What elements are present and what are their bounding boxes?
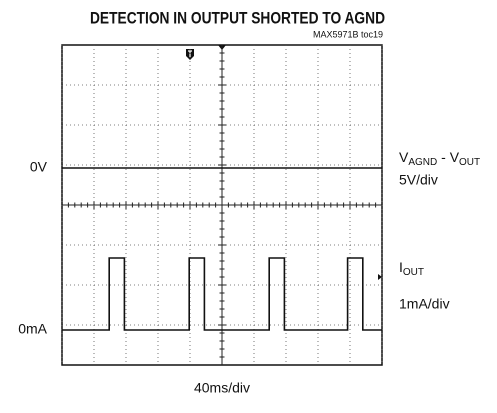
series-label-part: OUT — [459, 157, 480, 168]
series-scale: 5V/div — [399, 172, 438, 188]
chart-subtitle: MAX5971B toc19 — [313, 29, 383, 39]
markers — [186, 45, 382, 280]
x-axis-label: 40ms/div — [194, 380, 250, 396]
chart-title: DETECTION IN OUTPUT SHORTED TO AGND — [90, 8, 385, 27]
channel-level-label: 0mA — [18, 321, 47, 337]
series-label-part: V — [399, 149, 409, 165]
series-label-part: - V — [437, 149, 459, 165]
series-label-part: I — [399, 259, 403, 275]
series-label-part: AGND — [408, 157, 437, 168]
channel-level-label: 0V — [30, 159, 48, 175]
trace — [62, 257, 382, 331]
series-label: IOUT — [399, 259, 424, 278]
trigger-level — [378, 274, 382, 280]
series-scale: 1mA/div — [399, 296, 450, 312]
series-label: VAGND - VOUT — [399, 149, 480, 168]
series-label-part: OUT — [403, 267, 424, 278]
